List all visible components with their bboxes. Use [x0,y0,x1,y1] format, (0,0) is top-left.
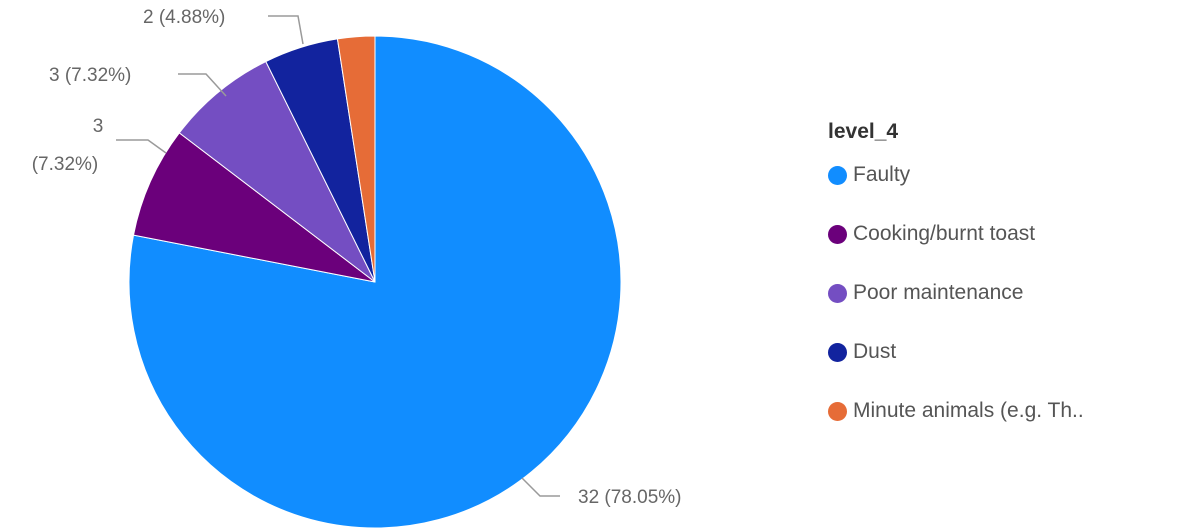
pie-chart: 32 (78.05%) 3 (7.32%) 3 (7.32%) 2 (4.88%… [32,7,682,528]
legend-marker [828,342,847,362]
legend-item-minute-animals[interactable]: Minute animals (e.g. Th.. [828,394,1084,428]
leader-line-faulty [521,477,560,497]
legend-label: Cooking/burnt toast [853,222,1036,245]
legend-item-poor-maintenance[interactable]: Poor maintenance [828,276,1084,310]
legend-label: Minute animals (e.g. Th.. [853,399,1084,422]
legend-item-cooking[interactable]: Cooking/burnt toast [828,217,1084,251]
legend-marker [828,283,847,303]
data-label-poor-maintenance: 3 (7.32%) [49,65,131,86]
data-labels: 32 (78.05%) 3 (7.32%) 3 (7.32%) 2 (4.88%… [32,7,682,508]
legend: level_4 Faulty Cooking/burnt toast Poor … [828,120,1084,453]
legend-label: Faulty [853,163,911,186]
legend-marker [828,165,847,185]
data-label-cooking-percent: (7.32%) [32,154,99,175]
legend-marker [828,401,847,421]
legend-marker [828,224,847,244]
legend-item-dust[interactable]: Dust [828,335,1084,369]
pie-slice-cooking-burnt-toast[interactable] [132,132,376,283]
pie-slice-poor-maintenance[interactable] [178,60,376,283]
leader-line-cooking [116,139,167,154]
legend-item-faulty[interactable]: Faulty [828,158,1084,192]
leader-line-poor-maintenance [178,73,227,97]
data-label-dust: 2 (4.88%) [143,7,225,28]
legend-label: Dust [853,340,897,363]
data-label-cooking-value: 3 [93,116,104,137]
pie-slice-minute-animals-e-g-th[interactable] [336,35,376,283]
data-label-faulty: 32 (78.05%) [578,487,682,508]
leader-line-dust [268,15,304,45]
legend-title: level_4 [828,120,899,143]
pie-slices [128,35,622,528]
legend-label: Poor maintenance [853,281,1024,304]
